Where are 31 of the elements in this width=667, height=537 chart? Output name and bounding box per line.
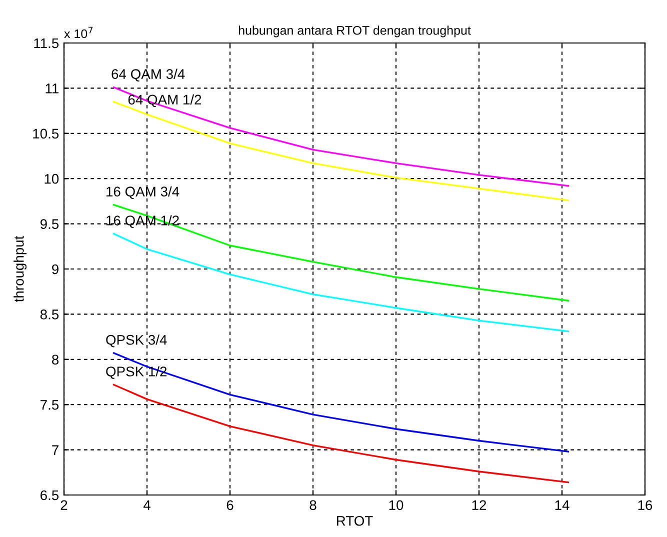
y-tick-label: 11 <box>46 84 58 94</box>
series-label: 64 QAM 3/4 <box>112 68 185 82</box>
x-tick-label: 4 <box>143 500 150 510</box>
y-tick-label: 8.5 <box>40 310 59 320</box>
line-series <box>112 384 570 484</box>
x-tick-label: 14 <box>555 500 570 510</box>
line-series <box>112 86 570 187</box>
y-tick-label: 7.5 <box>40 400 59 410</box>
chart-title: hubungan antara RTOT dengan troughput <box>238 26 471 38</box>
x-tick-label: 16 <box>638 500 652 510</box>
y-tick-label: 6.5 <box>40 490 59 500</box>
y-tick-label: 8 <box>52 354 59 365</box>
x-tick-label: 2 <box>60 500 68 510</box>
x-tick-label: 8 <box>310 500 316 510</box>
y-tick-label: 9 <box>52 264 58 274</box>
x-tick-label: 10 <box>389 500 404 510</box>
x-tick-label: 6 <box>226 500 234 510</box>
text: x 10$^{7}$ <box>64 26 93 38</box>
series-label: QPSK 3/4 <box>106 334 167 348</box>
x-axis-title: RTOT <box>336 516 373 526</box>
y-tick-label: 10 <box>44 174 59 184</box>
series-label: 16 QAM 3/4 <box>106 186 180 199</box>
series-label: 16 QAM 1/2 <box>106 215 179 228</box>
y-tick-label: 10.5 <box>33 128 59 139</box>
y-tick-label: 7 <box>52 445 58 455</box>
y-axis-title: throughput <box>14 236 27 302</box>
y-tick-label: 11.5 <box>34 38 59 48</box>
line-series <box>112 232 570 332</box>
series-label: 64 QAM 1/2 <box>128 94 202 108</box>
y-tick-label: 9.5 <box>40 219 59 229</box>
x-tick-label: 12 <box>472 500 486 510</box>
